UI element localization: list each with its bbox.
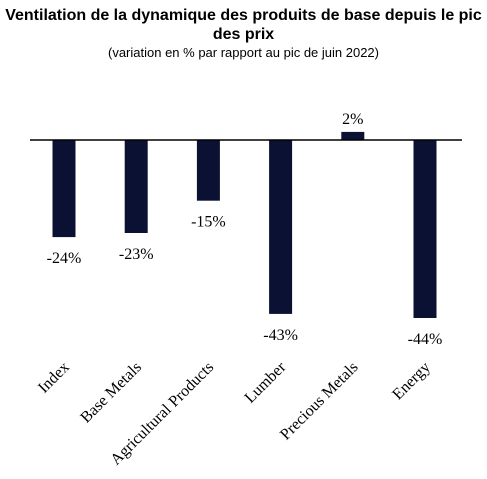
chart-title-line-1: Ventilation de la dynamique des produits… (5, 7, 482, 24)
bar-energy (413, 140, 437, 318)
category-label-base-metals: Base Metals (77, 359, 145, 427)
plot-area: -24%Index-23%Base Metals-15%Agricultural… (30, 111, 462, 469)
category-label-energy: Energy (389, 359, 433, 403)
bar-base-metals (124, 140, 148, 233)
data-label-base-metals: -23% (119, 246, 154, 263)
data-label-index: -24% (47, 250, 82, 267)
data-label-precious-metals: 2% (342, 111, 363, 128)
data-label-lumber: -43% (263, 327, 298, 344)
bar-lumber (269, 140, 293, 314)
data-label-agricultural-products: -15% (191, 214, 226, 231)
bar-agricultural-products (196, 140, 220, 201)
chart-title: Ventilation de la dynamique des produits… (0, 6, 487, 44)
bar-index (52, 140, 76, 238)
chart-subtitle: (variation en % par rapport au pic de ju… (108, 45, 379, 60)
category-label-precious-metals: Precious Metals (277, 359, 362, 444)
category-label-lumber: Lumber (242, 358, 290, 406)
chart-title-line-2: des prix (212, 26, 275, 43)
bar-precious-metals (341, 131, 365, 140)
category-label-index: Index (35, 359, 73, 397)
data-label-energy: -44% (408, 331, 443, 348)
